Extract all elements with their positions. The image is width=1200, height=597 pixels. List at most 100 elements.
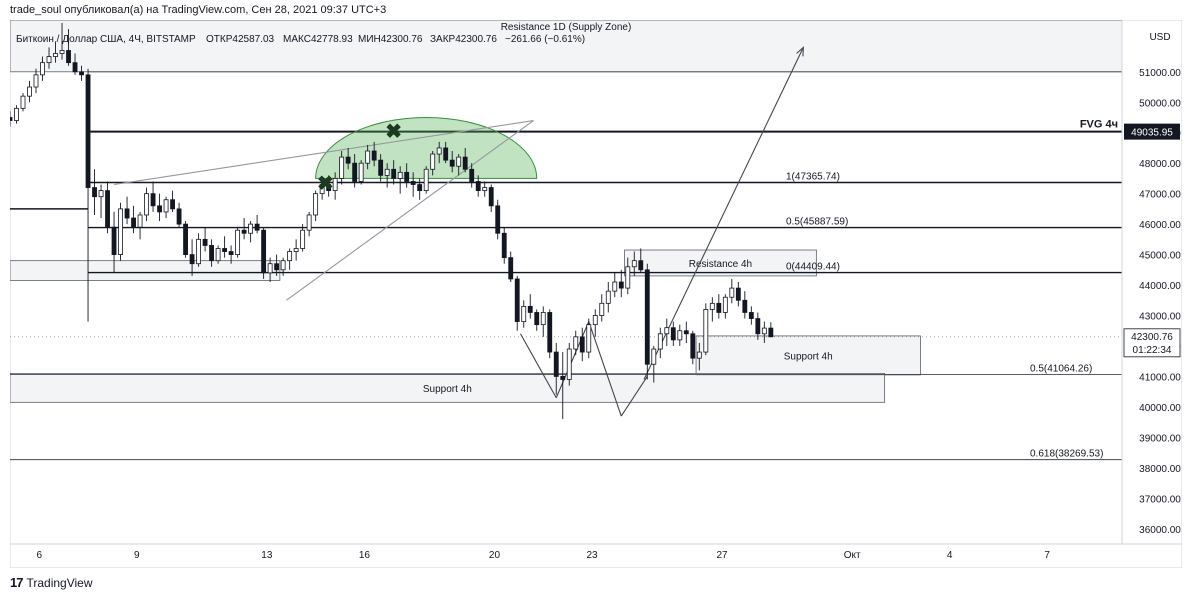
x-tick-5: 23: [586, 550, 598, 561]
candle-22: [150, 181, 156, 212]
x-tick-9: 7: [1044, 550, 1050, 561]
last-price-label: 42300.76: [1131, 332, 1173, 343]
candle-58: [384, 163, 390, 188]
y-tick-9: 45000.00: [1139, 251, 1181, 262]
candle-21: [144, 187, 149, 222]
candle-39: [261, 227, 267, 279]
candle-1: [14, 105, 19, 124]
candle-44: [293, 239, 299, 261]
candle-112: [735, 282, 741, 307]
candle-46: [306, 211, 312, 237]
candle-101: [664, 318, 670, 346]
candle-25: [170, 190, 175, 212]
candle-109: [716, 294, 722, 319]
tradingview-logo-icon: 17: [10, 575, 24, 590]
candle-72: [475, 175, 481, 197]
candle-3: [27, 80, 32, 103]
candle-33: [222, 236, 228, 258]
y-tick-3: 39000.00: [1139, 433, 1181, 444]
candle-8: [59, 23, 65, 60]
candle-7: [53, 41, 58, 63]
candle-117: [768, 322, 774, 338]
candle-43: [287, 248, 293, 270]
candle-107: [703, 303, 709, 356]
x-tick-6: 27: [717, 550, 729, 561]
footer: 17 TradingView: [10, 575, 93, 590]
candle-91: [599, 294, 605, 322]
legend-symbol: Биткоин / Доллар США, 4Ч, BITSTAMP: [16, 34, 196, 45]
candle-114: [748, 306, 754, 325]
candle-57: [378, 154, 384, 182]
level-label-4: 0.5(41064.26): [1030, 363, 1092, 374]
candle-74: [488, 184, 494, 212]
x-tick-8: 4: [947, 550, 953, 561]
chart-background: [10, 20, 1182, 568]
candle-59: [391, 160, 397, 185]
candle-95: [625, 257, 631, 295]
y-tick-7: 43000.00: [1139, 312, 1181, 323]
candle-28: [189, 239, 195, 276]
candle-49: [326, 175, 332, 197]
candle-105: [690, 330, 696, 365]
candle-70: [462, 147, 468, 173]
candle-103: [677, 324, 683, 346]
candle-12: [85, 68, 91, 322]
candle-40: [267, 257, 273, 282]
candle-30: [202, 227, 208, 252]
candle-37: [248, 221, 254, 243]
candle-104: [683, 321, 689, 343]
candle-98: [644, 263, 650, 380]
candle-15: [105, 181, 110, 234]
candle-73: [482, 181, 488, 197]
candle-31: [209, 239, 215, 267]
zone-4: [10, 260, 281, 281]
x-tick-7: Окт: [844, 550, 861, 561]
zone-label-1: Resistance 4h: [689, 259, 752, 270]
candle-36: [241, 218, 247, 240]
candle-96: [631, 251, 637, 276]
candle-53: [352, 154, 358, 188]
candle-92: [605, 282, 611, 313]
x-tick-2: 13: [261, 550, 273, 561]
candle-110: [722, 294, 728, 319]
candle-80: [527, 294, 533, 319]
candle-23: [157, 193, 162, 222]
y-tick-8: 44000.00: [1139, 281, 1181, 292]
zone-label-3: Support 4h: [423, 384, 472, 395]
fvg-price-label: 49035.95: [1131, 128, 1173, 139]
y-tick-11: 47000.00: [1139, 190, 1181, 201]
candle-102: [670, 321, 676, 346]
legend-low: МИН42300.76: [358, 34, 423, 45]
trend-line-1: [286, 120, 534, 301]
zone-label-0: Resistance 1D (Supply Zone): [501, 22, 632, 33]
trend-line-3: [519, 333, 557, 399]
legend-close: ЗАКР42300.76: [430, 34, 497, 45]
chart-frame[interactable]: Resistance 1D (Supply Zone) Resistance 4h…: [10, 20, 1182, 568]
candle-2: [20, 93, 26, 112]
candle-51: [339, 151, 345, 185]
footer-brand[interactable]: TradingView: [26, 575, 93, 590]
candle-106: [696, 342, 702, 371]
candle-82: [540, 306, 546, 337]
candle-67: [443, 141, 449, 164]
candle-19: [131, 205, 136, 234]
legend-high: МАКС42778.93: [283, 34, 353, 45]
candle-75: [495, 199, 501, 240]
candle-81: [534, 309, 540, 331]
candle-113: [742, 291, 748, 319]
candle-34: [228, 245, 234, 264]
candle-0: [10, 111, 13, 127]
y-tick-4: 40000.00: [1139, 403, 1181, 414]
candle-93: [612, 272, 618, 298]
level-label-2: 0.5(45887.59): [786, 217, 848, 228]
trend-line-5: [588, 321, 622, 417]
fvg-price-badge: [1124, 123, 1180, 140]
candle-35: [235, 227, 241, 258]
candle-24: [163, 196, 169, 219]
candle-6: [46, 47, 52, 69]
level-label-5: 0.618(38269.53): [1030, 449, 1103, 460]
candle-89: [586, 318, 592, 359]
candle-78: [514, 275, 520, 331]
candle-116: [761, 321, 767, 343]
candle-52: [345, 147, 351, 170]
